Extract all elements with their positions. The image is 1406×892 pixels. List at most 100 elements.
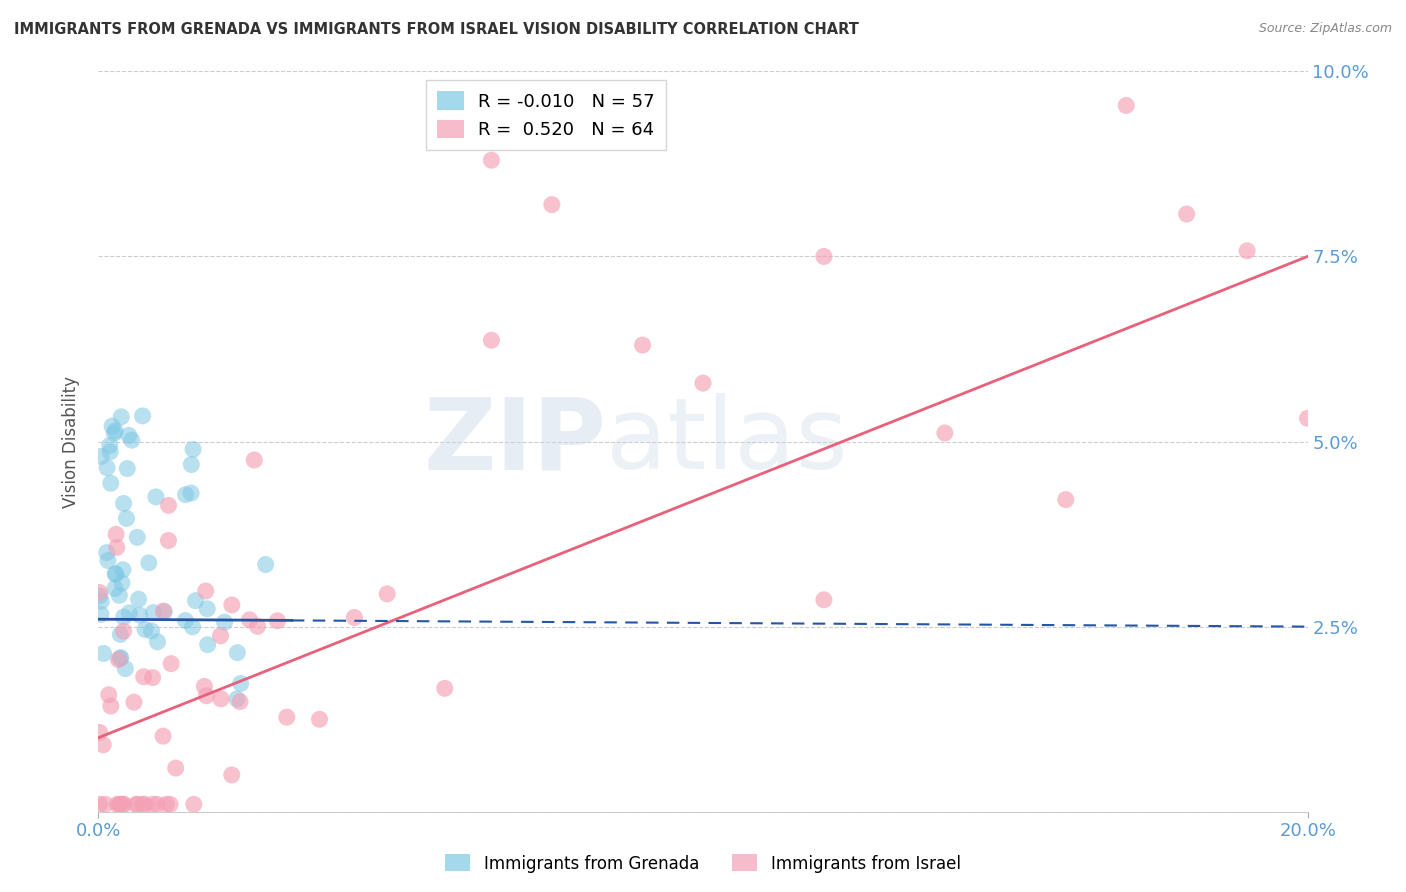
Point bbox=[165, 761, 187, 775]
Point bbox=[104, 424, 127, 438]
Point bbox=[110, 409, 132, 424]
Point bbox=[104, 566, 127, 581]
Point bbox=[127, 530, 149, 544]
Point bbox=[1115, 98, 1137, 112]
Point bbox=[98, 438, 121, 452]
Point bbox=[180, 486, 202, 500]
Point bbox=[193, 680, 215, 694]
Point bbox=[142, 671, 165, 685]
Point bbox=[132, 670, 155, 684]
Point bbox=[540, 197, 562, 211]
Point bbox=[89, 585, 111, 599]
Point bbox=[138, 556, 160, 570]
Point bbox=[209, 629, 232, 643]
Text: ZIP: ZIP bbox=[423, 393, 606, 490]
Point bbox=[145, 490, 167, 504]
Point bbox=[104, 567, 127, 582]
Point bbox=[111, 797, 134, 812]
Point bbox=[153, 605, 176, 619]
Point bbox=[481, 153, 503, 168]
Point bbox=[155, 797, 177, 812]
Point bbox=[1296, 411, 1319, 425]
Point bbox=[229, 676, 252, 690]
Point bbox=[96, 545, 118, 559]
Point bbox=[122, 695, 145, 709]
Point bbox=[1236, 244, 1258, 258]
Point bbox=[146, 635, 169, 649]
Point bbox=[343, 610, 366, 624]
Point bbox=[101, 419, 124, 434]
Point bbox=[183, 797, 205, 812]
Point bbox=[100, 699, 122, 714]
Point bbox=[152, 729, 174, 743]
Point bbox=[104, 582, 127, 596]
Point bbox=[117, 461, 139, 475]
Point bbox=[813, 592, 835, 607]
Point bbox=[152, 604, 174, 618]
Point bbox=[174, 614, 197, 628]
Point bbox=[157, 499, 180, 513]
Point bbox=[90, 450, 112, 464]
Point bbox=[1054, 492, 1077, 507]
Point bbox=[115, 511, 138, 525]
Point bbox=[97, 553, 120, 567]
Point bbox=[111, 563, 134, 577]
Point bbox=[105, 541, 128, 555]
Point bbox=[184, 593, 207, 607]
Point bbox=[125, 797, 148, 812]
Point bbox=[108, 797, 131, 812]
Point bbox=[195, 601, 218, 615]
Point bbox=[631, 338, 654, 352]
Point bbox=[112, 610, 135, 624]
Point bbox=[195, 689, 218, 703]
Point bbox=[121, 433, 143, 447]
Point bbox=[181, 620, 204, 634]
Point bbox=[128, 608, 150, 623]
Point bbox=[239, 613, 262, 627]
Point bbox=[110, 627, 132, 641]
Text: Source: ZipAtlas.com: Source: ZipAtlas.com bbox=[1258, 22, 1392, 36]
Text: IMMIGRANTS FROM GRENADA VS IMMIGRANTS FROM ISRAEL VISION DISABILITY CORRELATION : IMMIGRANTS FROM GRENADA VS IMMIGRANTS FR… bbox=[14, 22, 859, 37]
Point bbox=[276, 710, 298, 724]
Point bbox=[375, 587, 398, 601]
Point bbox=[246, 619, 269, 633]
Point bbox=[934, 425, 956, 440]
Point bbox=[96, 460, 118, 475]
Point bbox=[107, 652, 129, 666]
Point bbox=[221, 768, 243, 782]
Point bbox=[141, 624, 163, 638]
Point bbox=[131, 409, 153, 423]
Point bbox=[118, 428, 141, 442]
Point bbox=[90, 607, 112, 622]
Point bbox=[118, 606, 141, 620]
Point bbox=[110, 797, 132, 812]
Point bbox=[174, 488, 197, 502]
Text: atlas: atlas bbox=[606, 393, 848, 490]
Point bbox=[692, 376, 714, 390]
Point bbox=[90, 594, 112, 608]
Point bbox=[110, 651, 132, 665]
Point bbox=[100, 476, 122, 491]
Point bbox=[89, 797, 111, 812]
Point bbox=[160, 657, 183, 671]
Point bbox=[94, 797, 117, 812]
Point bbox=[266, 614, 288, 628]
Point bbox=[813, 250, 835, 264]
Point bbox=[105, 527, 128, 541]
Point bbox=[108, 588, 131, 602]
Point bbox=[180, 458, 202, 472]
Point bbox=[181, 442, 204, 457]
Point bbox=[226, 646, 249, 660]
Point bbox=[91, 738, 114, 752]
Point bbox=[243, 453, 266, 467]
Legend: Immigrants from Grenada, Immigrants from Israel: Immigrants from Grenada, Immigrants from… bbox=[439, 847, 967, 880]
Point bbox=[209, 692, 232, 706]
Point bbox=[98, 445, 121, 459]
Point bbox=[103, 426, 125, 441]
Y-axis label: Vision Disability: Vision Disability bbox=[62, 376, 80, 508]
Point bbox=[134, 623, 156, 637]
Point bbox=[142, 606, 165, 620]
Point bbox=[433, 681, 456, 696]
Point bbox=[146, 797, 169, 812]
Point bbox=[254, 558, 277, 572]
